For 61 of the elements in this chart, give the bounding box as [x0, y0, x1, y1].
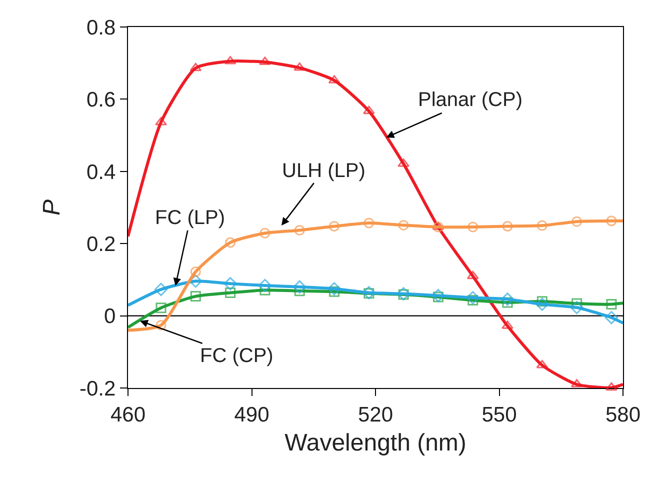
point [536, 298, 549, 311]
point [606, 382, 618, 391]
point [156, 302, 166, 314]
point [572, 216, 582, 227]
point [328, 282, 341, 296]
annotation: FC (CP) [200, 345, 274, 367]
point [502, 320, 514, 329]
y-tick-label: 0 [104, 305, 116, 328]
point [604, 311, 618, 324]
point [432, 292, 444, 302]
x-tick-label: 490 [234, 403, 270, 426]
point [190, 266, 201, 278]
point [606, 216, 617, 226]
x-tick-label: 550 [482, 403, 517, 426]
annotation: FC (LP) [155, 207, 225, 229]
point [364, 218, 374, 228]
point [572, 298, 582, 309]
x-tick-label: 580 [605, 403, 641, 426]
x-tick-label: 460 [110, 403, 146, 426]
point [224, 277, 237, 290]
point [536, 220, 548, 231]
point [155, 117, 167, 126]
point [606, 299, 617, 310]
point [398, 158, 410, 167]
point [466, 270, 479, 280]
point [502, 297, 513, 308]
y-tick-label: -0.2 [80, 377, 116, 400]
point [293, 280, 306, 294]
point [398, 220, 409, 230]
y-axis-title: P [38, 199, 66, 216]
annotation: ULH (LP) [282, 160, 366, 182]
y-tick-label: 0.2 [86, 232, 116, 256]
point [570, 300, 584, 314]
point [466, 291, 480, 304]
point [500, 292, 514, 306]
y-tick-label: 0.4 [86, 160, 116, 184]
x-axis-title: Wavelength (nm) [284, 430, 466, 457]
point [502, 221, 513, 232]
point [225, 237, 236, 248]
point [190, 62, 202, 72]
point [362, 106, 375, 114]
point [468, 295, 478, 306]
point [432, 288, 445, 302]
point [468, 222, 478, 232]
point [190, 291, 201, 302]
point [536, 296, 548, 307]
annotation: Planar (CP) [418, 89, 522, 111]
y-tick-label: 0.6 [86, 88, 116, 112]
point [156, 320, 166, 330]
x-tick-label: 520 [358, 403, 394, 426]
point [154, 282, 168, 296]
point [294, 224, 305, 236]
point [258, 278, 272, 292]
point [329, 286, 340, 297]
point [189, 274, 202, 288]
point [432, 222, 444, 232]
point [329, 221, 340, 232]
y-tick-label: 0.8 [86, 16, 116, 40]
point [259, 56, 271, 66]
point [225, 287, 236, 298]
point [260, 228, 270, 238]
